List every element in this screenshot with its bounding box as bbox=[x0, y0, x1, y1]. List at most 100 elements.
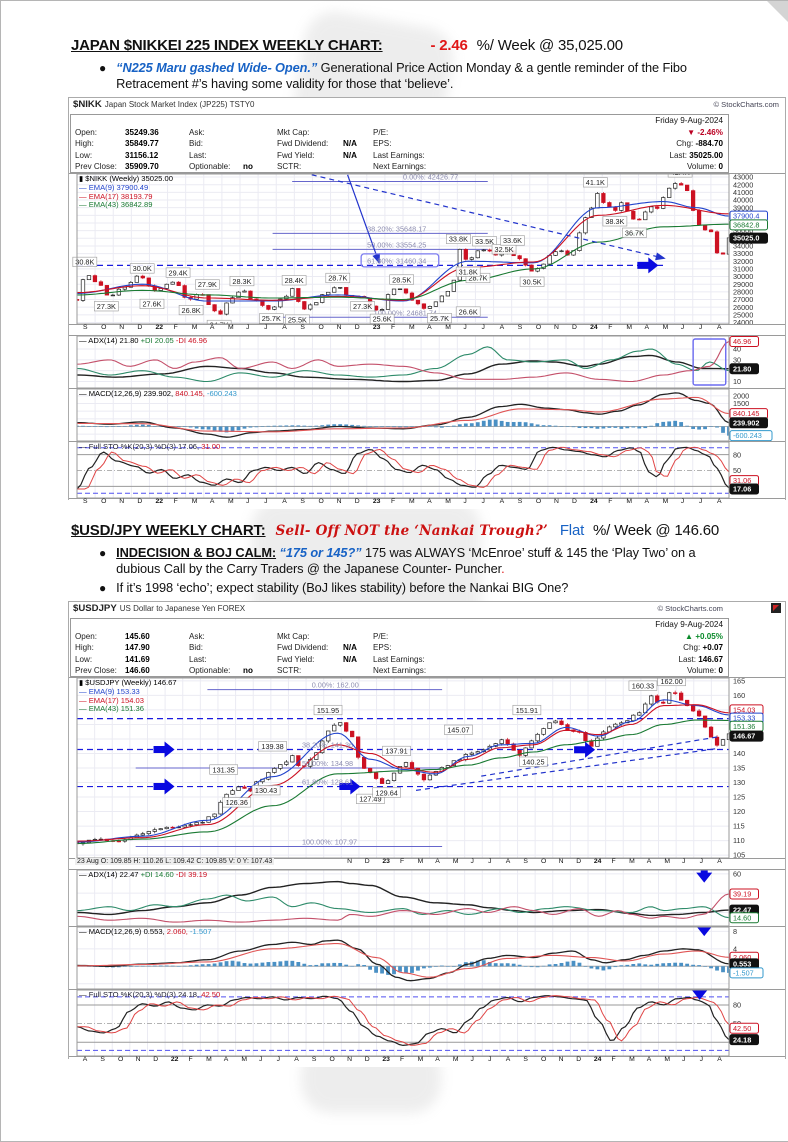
x-axis-label: S bbox=[523, 1056, 528, 1063]
x-axis-label: N bbox=[336, 498, 342, 505]
blue-down-arrow-icon bbox=[696, 870, 713, 883]
quote-label: P/E: bbox=[373, 632, 389, 641]
x-axis-label: M bbox=[241, 1056, 248, 1063]
price-annotation: 27.3K bbox=[97, 302, 116, 311]
price-annotation: 25.7K bbox=[430, 314, 449, 323]
x-axis-label: N bbox=[336, 324, 342, 331]
usdjpy-heading: $USD/JPY WEEKLY CHART: Sell- Off NOT the… bbox=[71, 522, 739, 539]
y-axis-tick: 40 bbox=[733, 345, 741, 354]
x-axis-label: D bbox=[364, 1056, 370, 1063]
price-annotation: 27.3K bbox=[353, 302, 372, 311]
price-box: 14.60 bbox=[733, 913, 751, 922]
x-axis-label: M bbox=[191, 498, 198, 505]
price-box: 46.96 bbox=[733, 337, 751, 346]
price-annotation: 139.38 bbox=[261, 742, 283, 751]
price-annotation: 32.5K bbox=[495, 245, 514, 254]
x-axis-label: D bbox=[354, 324, 360, 331]
price-annotation: 127.49 bbox=[359, 795, 381, 804]
price-annotation: 160.33 bbox=[632, 681, 654, 690]
price-box: 154.03 bbox=[733, 706, 755, 715]
x-axis-label: 24 bbox=[593, 858, 602, 865]
quote-label: Next Earnings: bbox=[373, 161, 427, 171]
quote-row: High: 35849.77 Bid: Fwd Dividend: N/A EPS: bbox=[75, 138, 459, 149]
x-axis-label: A bbox=[646, 1056, 652, 1063]
quote-row: High: 147.90 Bid: Fwd Dividend: N/A EPS: bbox=[75, 642, 459, 653]
x-axis-label: O bbox=[118, 1056, 124, 1063]
quote-row: Prev Close: 35909.70 Optionable: no SCTR: Nex… bbox=[75, 161, 459, 172]
x-axis-label: F bbox=[400, 1056, 405, 1063]
stockcharts-logo-icon bbox=[771, 603, 781, 613]
quote-label: Volume: bbox=[686, 665, 719, 675]
x-axis-label: M bbox=[452, 1056, 459, 1063]
trend-line bbox=[347, 174, 380, 263]
quote-value bbox=[243, 138, 277, 149]
x-axis-label: 23 bbox=[382, 858, 390, 865]
trend-arrowhead-icon bbox=[372, 253, 380, 264]
x-axis-label: F bbox=[400, 858, 405, 865]
quote-value: no bbox=[243, 161, 253, 171]
x-axis-label: 23 bbox=[372, 498, 381, 505]
quote-label: Optionable: bbox=[189, 665, 231, 675]
price-annotation: 129.64 bbox=[376, 788, 398, 797]
quote-label: Chg: bbox=[683, 643, 703, 653]
quote-label: EPS: bbox=[373, 139, 392, 149]
usdjpy-quote-change: ▲ +0.05% Chg: +0.07 Last: 146.67 Volume: 0 bbox=[678, 631, 723, 676]
y-axis-tick: 80 bbox=[733, 450, 741, 459]
blue-down-arrow-icon bbox=[691, 990, 708, 1000]
x-axis-label: M bbox=[662, 324, 669, 331]
usdjpy-macd-panel: 8 4 2.060 0.553 -1.507— MACD(12,26,9) 0.553,… bbox=[69, 926, 785, 989]
usdjpy-b2-text: If it’s 1998 ‘echo’; expect stability (B… bbox=[116, 580, 569, 595]
quote-label: Low: bbox=[75, 654, 93, 664]
y-axis-tick: 80 bbox=[733, 1001, 741, 1010]
quote-value: 35849.77 bbox=[125, 139, 159, 149]
price-annotation: 26.6K bbox=[459, 307, 478, 316]
plot-area bbox=[77, 389, 729, 441]
bullet-dot: ● bbox=[99, 546, 107, 560]
volume-value-row: Volume: 0 bbox=[678, 665, 723, 676]
quote-label: Fwd Yield: bbox=[277, 654, 315, 664]
x-axis-label: A bbox=[427, 498, 432, 505]
fibonacci-highlight-box bbox=[360, 253, 440, 268]
x-axis-label: M bbox=[206, 1056, 212, 1063]
quote-label: Open: bbox=[75, 128, 98, 137]
x-axis-label: A bbox=[209, 324, 215, 331]
x-axis-label: M bbox=[664, 1056, 670, 1063]
quote-label: P/E: bbox=[373, 128, 389, 137]
x-axis-label: M bbox=[191, 324, 198, 331]
indicator-line bbox=[77, 943, 729, 978]
quote-value bbox=[453, 665, 459, 676]
x-axis-label: A bbox=[223, 1056, 229, 1063]
x-axis-label: A bbox=[435, 1056, 440, 1063]
y-axis-tick: 10 bbox=[733, 377, 741, 386]
quote-value: 147.90 bbox=[125, 643, 150, 653]
price-box: 153.33 bbox=[733, 714, 755, 723]
x-axis-label: J bbox=[481, 324, 485, 331]
page-corner bbox=[767, 1, 788, 23]
x-axis-label: F bbox=[611, 1056, 616, 1063]
x-axis-label: D bbox=[137, 324, 143, 331]
quote-value: no bbox=[243, 665, 253, 675]
x-axis-label: J bbox=[470, 858, 474, 865]
blue-right-arrow-icon bbox=[637, 257, 659, 274]
nikkei-bullet: ● “N225 Maru gashed Wide- Open.” Generat… bbox=[99, 60, 721, 92]
quote-value: 146.60 bbox=[125, 665, 150, 675]
quote-value bbox=[453, 161, 459, 172]
y-axis-tick: 165 bbox=[733, 678, 745, 686]
quote-label: Last Earnings: bbox=[373, 150, 425, 160]
x-axis-label: N bbox=[558, 1056, 564, 1063]
indicator-line bbox=[77, 446, 729, 490]
trend-line bbox=[481, 736, 720, 777]
quote-label: Bid: bbox=[189, 139, 203, 149]
indicator-line bbox=[77, 699, 729, 843]
plot-area bbox=[77, 870, 729, 926]
x-axis-label: A bbox=[644, 324, 650, 331]
nikkei-adx-panel: 40 30 10 46.96 21.80— ADX(14) 21.80 +DI 20.0… bbox=[69, 335, 785, 388]
y-axis-tick: 29000 bbox=[733, 280, 753, 289]
x-axis-label: M bbox=[417, 858, 424, 865]
usdjpy-bullet-1: ● INDECISION & BOJ CALM: “175 or 145?” 1… bbox=[99, 545, 721, 577]
indicator-line bbox=[77, 396, 729, 433]
y-axis-tick: 26000 bbox=[733, 303, 753, 312]
